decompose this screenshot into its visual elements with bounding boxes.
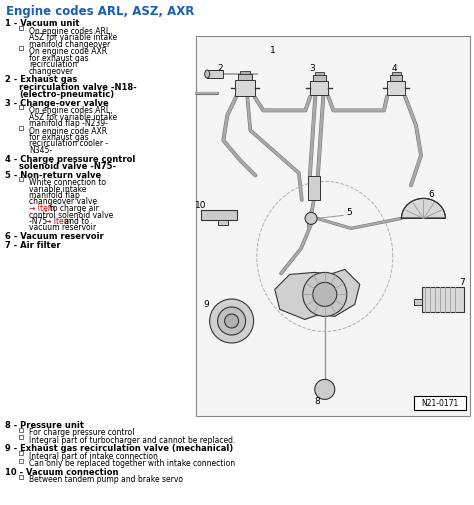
Bar <box>308 177 320 200</box>
Bar <box>19 26 23 30</box>
Bar <box>19 428 23 432</box>
Text: Integral part of turbocharger and cannot be replaced.: Integral part of turbocharger and cannot… <box>29 435 236 444</box>
Bar <box>19 459 23 463</box>
Text: , to charge air: , to charge air <box>46 204 100 213</box>
Text: Engine codes ARL, ASZ, AXR: Engine codes ARL, ASZ, AXR <box>6 5 194 18</box>
Text: manifold flap: manifold flap <box>29 190 80 199</box>
Bar <box>310 81 328 96</box>
Text: 9: 9 <box>204 299 210 309</box>
Bar <box>207 71 223 79</box>
Bar <box>19 435 23 439</box>
Text: White connection to: White connection to <box>29 178 106 187</box>
Bar <box>219 220 228 225</box>
Bar <box>315 73 324 76</box>
Text: 7 - Air filter: 7 - Air filter <box>5 240 61 249</box>
Text: 4: 4 <box>392 64 398 73</box>
Text: Between tandem pump and brake servo: Between tandem pump and brake servo <box>29 475 183 484</box>
Ellipse shape <box>205 71 210 79</box>
Circle shape <box>313 283 337 307</box>
Text: 3 - Change-over valve: 3 - Change-over valve <box>5 98 109 107</box>
Text: 2: 2 <box>217 64 223 73</box>
Text: recirculation cooler -: recirculation cooler - <box>29 139 108 148</box>
Text: 3: 3 <box>310 64 315 73</box>
Text: → Item: → Item <box>46 217 72 226</box>
Bar <box>196 37 470 416</box>
Bar <box>240 72 250 75</box>
Text: 2 - Exhaust gas: 2 - Exhaust gas <box>5 75 77 84</box>
Circle shape <box>218 308 246 335</box>
Circle shape <box>210 299 254 343</box>
Text: and to: and to <box>62 217 89 226</box>
Text: 1 - Vacuum unit: 1 - Vacuum unit <box>5 19 80 28</box>
Text: for exhaust gas: for exhaust gas <box>29 133 89 142</box>
Text: For charge pressure control: For charge pressure control <box>29 428 135 437</box>
Text: recirculation: recirculation <box>29 60 77 69</box>
Bar <box>392 73 401 76</box>
Circle shape <box>315 380 335 399</box>
Text: (electro-pneumatic): (electro-pneumatic) <box>19 90 114 99</box>
Bar <box>19 126 23 130</box>
Text: → Item: → Item <box>29 204 55 213</box>
Text: 7: 7 <box>460 277 465 286</box>
Circle shape <box>303 273 347 317</box>
Text: 4 - Charge pressure control: 4 - Charge pressure control <box>5 154 136 163</box>
Text: variable intake: variable intake <box>29 184 86 193</box>
Text: vacuum reservoir: vacuum reservoir <box>29 223 96 232</box>
Bar <box>238 75 252 81</box>
Text: ASZ for variable intake: ASZ for variable intake <box>29 33 117 42</box>
Text: 8: 8 <box>315 396 320 406</box>
Text: Integral part of intake connection: Integral part of intake connection <box>29 451 158 460</box>
Circle shape <box>305 213 317 225</box>
Polygon shape <box>401 199 446 219</box>
Text: 1: 1 <box>270 46 276 55</box>
Text: changeover valve: changeover valve <box>29 197 97 206</box>
Bar <box>414 299 422 306</box>
Text: 8 - Pressure unit: 8 - Pressure unit <box>5 420 84 429</box>
Polygon shape <box>275 270 360 320</box>
Bar <box>422 287 464 313</box>
Bar <box>19 475 23 479</box>
Text: 6: 6 <box>428 190 434 199</box>
Text: solenoid valve -N75-: solenoid valve -N75- <box>19 162 116 171</box>
Text: 5: 5 <box>346 208 352 217</box>
Text: -N75-: -N75- <box>29 217 52 226</box>
Bar <box>313 76 326 81</box>
Text: On engine code AXR: On engine code AXR <box>29 126 107 135</box>
Text: On engine code AXR: On engine code AXR <box>29 47 107 56</box>
Text: 10 - Vacuum connection: 10 - Vacuum connection <box>5 467 118 476</box>
Bar <box>201 210 237 220</box>
Text: On engine codes ARL,: On engine codes ARL, <box>29 26 112 35</box>
Bar <box>387 81 405 96</box>
Bar <box>19 106 23 110</box>
Text: 10: 10 <box>195 200 207 209</box>
Text: On engine codes ARL,: On engine codes ARL, <box>29 106 112 115</box>
Bar <box>390 76 402 81</box>
Text: recirculation valve -N18-: recirculation valve -N18- <box>19 82 137 91</box>
Text: 9 - Exhaust gas recirculation valve (mechanical): 9 - Exhaust gas recirculation valve (mec… <box>5 443 233 452</box>
Text: N345-: N345- <box>29 146 52 155</box>
Bar <box>19 451 23 455</box>
Bar <box>235 81 255 96</box>
Text: 6 - Vacuum reservoir: 6 - Vacuum reservoir <box>5 231 104 240</box>
Text: manifold flap -N239-: manifold flap -N239- <box>29 119 108 128</box>
Text: Can only be replaced together with intake connection: Can only be replaced together with intak… <box>29 459 235 468</box>
Bar <box>19 178 23 182</box>
Circle shape <box>225 315 238 328</box>
Text: N21-0171: N21-0171 <box>421 399 459 408</box>
Bar <box>19 47 23 51</box>
Text: for exhaust gas: for exhaust gas <box>29 54 89 63</box>
Text: manifold changeover: manifold changeover <box>29 39 110 48</box>
Text: ASZ for variable intake: ASZ for variable intake <box>29 112 117 121</box>
Text: 5 - Non-return valve: 5 - Non-return valve <box>5 170 101 179</box>
Bar <box>414 396 466 410</box>
Text: changeover: changeover <box>29 66 74 75</box>
Text: control solenoid valve: control solenoid valve <box>29 210 113 219</box>
